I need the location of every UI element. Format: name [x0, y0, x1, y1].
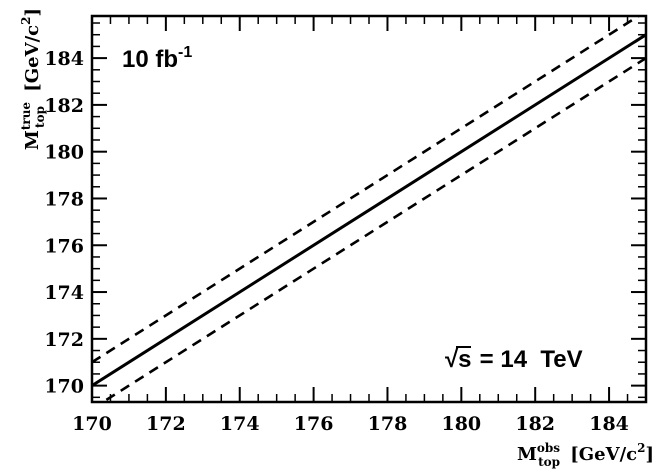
- x-tick-label: 180: [441, 413, 481, 435]
- series-line-dashed-2: [100, 57, 646, 402]
- y-tick-label: 182: [44, 95, 84, 117]
- x-axis-subscript: top: [538, 455, 560, 469]
- energy-label: √s = 14 TeV: [445, 346, 583, 373]
- energy-sqrt-s: √s: [445, 346, 472, 373]
- tick-layer: 170 172 174 176 178 180 182 184 170 172 174 176 178 1…: [44, 16, 647, 435]
- x-tick-label: 182: [515, 413, 555, 435]
- energy-value: = 14 TeV: [473, 346, 583, 373]
- x-tick-label: 172: [146, 413, 186, 435]
- x-tick-label: 184: [589, 413, 629, 435]
- luminosity-value: 10 fb: [122, 46, 178, 73]
- x-axis-unit: [GeV/c: [564, 444, 637, 465]
- x-axis-superscript: obs: [537, 441, 560, 455]
- x-tick-label: 178: [368, 413, 408, 435]
- y-tick-label: 184: [44, 48, 84, 70]
- y-axis-unit: [GeV/c: [22, 25, 43, 98]
- y-axis-title: Mtruetop [GeV/c2]: [19, 8, 47, 150]
- luminosity-exponent: -1: [178, 44, 192, 61]
- x-tick-label: 174: [220, 413, 260, 435]
- y-axis-subscript: top: [33, 106, 47, 128]
- y-axis-unit-exponent: 2: [19, 17, 33, 25]
- y-tick-label: 178: [44, 188, 84, 210]
- luminosity-label: 10 fb-1: [122, 44, 192, 73]
- series-layer: [92, 16, 646, 402]
- y-axis-unit-close: ]: [22, 8, 43, 17]
- x-axis-symbol: M: [517, 444, 537, 465]
- y-tick-label: 170: [44, 376, 84, 398]
- y-axis-superscript: true: [19, 102, 33, 131]
- x-axis-title: Mobs top [GeV/c2]: [517, 441, 654, 469]
- x-tick-label: 176: [294, 413, 334, 435]
- y-tick-label: 180: [44, 142, 84, 164]
- y-tick-label: 174: [44, 282, 84, 304]
- x-axis-unit-exponent: 2: [637, 441, 645, 455]
- y-axis-symbol: M: [22, 130, 43, 150]
- x-axis-unit-close: ]: [645, 444, 654, 465]
- y-tick-label: 176: [44, 235, 84, 257]
- series-line-solid: [92, 33, 646, 387]
- x-tick-label: 170: [72, 413, 112, 435]
- y-tick-label: 172: [44, 329, 84, 351]
- series-line-dashed-1: [92, 16, 642, 364]
